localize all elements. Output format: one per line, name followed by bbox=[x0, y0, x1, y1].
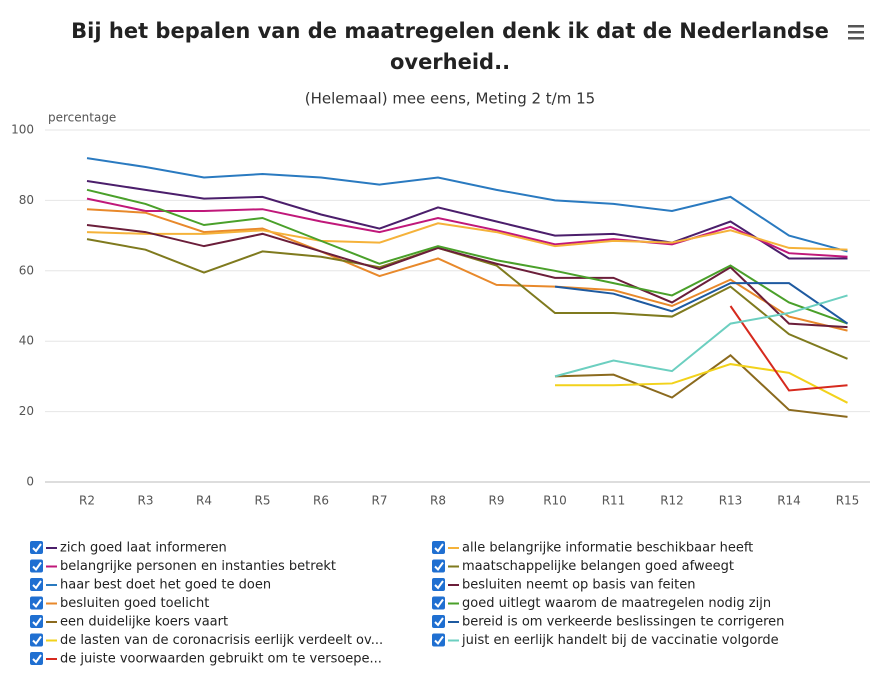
checkmark bbox=[434, 561, 444, 572]
y-tick-label: 80 bbox=[19, 193, 34, 207]
legend-label: maatschappelijke belangen goed afweegt bbox=[462, 559, 734, 574]
checkmark bbox=[32, 654, 42, 664]
y-tick-label: 100 bbox=[11, 123, 34, 137]
legend-checkbox[interactable] bbox=[30, 541, 43, 554]
x-tick-label: R2 bbox=[79, 494, 95, 508]
legend-item[interactable]: juist en eerlijk handelt bij de vaccinat… bbox=[432, 633, 779, 648]
x-tick-label: R9 bbox=[489, 494, 505, 508]
legend-item[interactable]: besluiten neemt op basis van feiten bbox=[432, 578, 695, 593]
checkmark bbox=[434, 617, 444, 627]
legend-item[interactable]: haar best doet het goed te doen bbox=[30, 578, 271, 593]
x-tick-label: R3 bbox=[138, 494, 154, 508]
chart-title: overheid.. bbox=[390, 50, 510, 74]
legend-label: zich goed laat informeren bbox=[60, 541, 227, 556]
checkmark bbox=[32, 598, 42, 609]
legend-checkbox[interactable] bbox=[30, 559, 43, 573]
legend-checkbox[interactable] bbox=[432, 559, 445, 573]
legend-checkbox[interactable] bbox=[432, 615, 445, 628]
x-tick-label: R4 bbox=[196, 494, 212, 508]
checkmark bbox=[434, 635, 444, 646]
series-line bbox=[86, 180, 848, 260]
series-line bbox=[86, 208, 848, 332]
legend-checkbox[interactable] bbox=[30, 633, 43, 647]
series-line bbox=[86, 157, 848, 253]
checkmark bbox=[434, 543, 444, 553]
x-tick-label: R15 bbox=[836, 494, 860, 508]
legend-label: de lasten van de coronacrisis eerlijk ve… bbox=[60, 633, 383, 648]
series-line bbox=[554, 353, 848, 418]
legend-checkbox[interactable] bbox=[30, 596, 43, 610]
y-axis-label: percentage bbox=[48, 111, 116, 125]
y-tick-label: 20 bbox=[19, 404, 34, 418]
legend-item[interactable]: maatschappelijke belangen goed afweegt bbox=[432, 559, 734, 574]
legend-label: goed uitlegt waarom de maatregelen nodig… bbox=[462, 596, 771, 611]
legend-checkbox[interactable] bbox=[30, 652, 43, 665]
legend-item[interactable]: zich goed laat informeren bbox=[30, 541, 227, 556]
legend-label: alle belangrijke informatie beschikbaar … bbox=[462, 541, 753, 556]
x-tick-label: R12 bbox=[660, 494, 684, 508]
legend-checkbox[interactable] bbox=[432, 541, 445, 554]
checkmark bbox=[434, 580, 444, 590]
chart-title: Bij het bepalen van de maatregelen denk … bbox=[71, 19, 829, 43]
legend-label: een duidelijke koers vaart bbox=[60, 615, 228, 630]
y-tick-label: 60 bbox=[19, 263, 34, 277]
legend-item[interactable]: bereid is om verkeerde beslissingen te c… bbox=[432, 615, 784, 630]
x-tick-label: R11 bbox=[602, 494, 626, 508]
series-line bbox=[86, 222, 848, 251]
x-tick-label: R8 bbox=[430, 494, 446, 508]
legend-label: bereid is om verkeerde beslissingen te c… bbox=[462, 615, 784, 630]
checkmark bbox=[32, 617, 42, 627]
menu-icon[interactable] bbox=[848, 25, 864, 40]
x-tick-label: R6 bbox=[313, 494, 329, 508]
x-tick-label: R13 bbox=[719, 494, 743, 508]
series-line bbox=[554, 282, 849, 325]
x-tick-label: R14 bbox=[777, 494, 801, 508]
chart-subtitle: (Helemaal) mee eens, Meting 2 t/m 15 bbox=[305, 90, 595, 108]
series-line bbox=[555, 363, 848, 404]
checkmark bbox=[32, 561, 42, 572]
checkmark bbox=[32, 543, 42, 553]
legend-item[interactable]: de juiste voorwaarden gebruikt om te ver… bbox=[30, 652, 382, 667]
legend-label: de juiste voorwaarden gebruikt om te ver… bbox=[60, 652, 382, 667]
series-line bbox=[86, 197, 848, 258]
series-line bbox=[86, 188, 848, 325]
x-tick-label: R10 bbox=[543, 494, 567, 508]
x-tick-label: R5 bbox=[255, 494, 271, 508]
legend-checkbox[interactable] bbox=[30, 578, 43, 591]
legend-item[interactable]: belangrijke personen en instanties betre… bbox=[30, 559, 336, 574]
legend-item[interactable]: alle belangrijke informatie beschikbaar … bbox=[432, 541, 753, 556]
series-line bbox=[86, 224, 848, 329]
legend-item[interactable]: besluiten goed toelicht bbox=[30, 596, 209, 611]
legend-item[interactable]: de lasten van de coronacrisis eerlijk ve… bbox=[30, 633, 383, 648]
x-tick-label: R7 bbox=[372, 494, 388, 508]
legend-checkbox[interactable] bbox=[30, 615, 43, 628]
legend-item[interactable]: goed uitlegt waarom de maatregelen nodig… bbox=[432, 596, 771, 611]
y-tick-label: 0 bbox=[26, 475, 34, 489]
legend-label: besluiten neemt op basis van feiten bbox=[462, 578, 695, 593]
legend-checkbox[interactable] bbox=[432, 633, 445, 647]
legend-checkbox[interactable] bbox=[432, 578, 445, 591]
legend-label: belangrijke personen en instanties betre… bbox=[60, 559, 336, 574]
series-line bbox=[729, 305, 848, 392]
legend-item[interactable]: een duidelijke koers vaart bbox=[30, 615, 228, 630]
checkmark bbox=[434, 598, 444, 609]
y-tick-label: 40 bbox=[19, 334, 34, 348]
series-line bbox=[554, 294, 848, 378]
legend-label: haar best doet het goed te doen bbox=[60, 578, 271, 593]
legend-checkbox[interactable] bbox=[432, 596, 445, 610]
legend-label: besluiten goed toelicht bbox=[60, 596, 209, 611]
checkmark bbox=[32, 635, 42, 646]
legend-label: juist en eerlijk handelt bij de vaccinat… bbox=[461, 633, 779, 648]
checkmark bbox=[32, 580, 42, 590]
